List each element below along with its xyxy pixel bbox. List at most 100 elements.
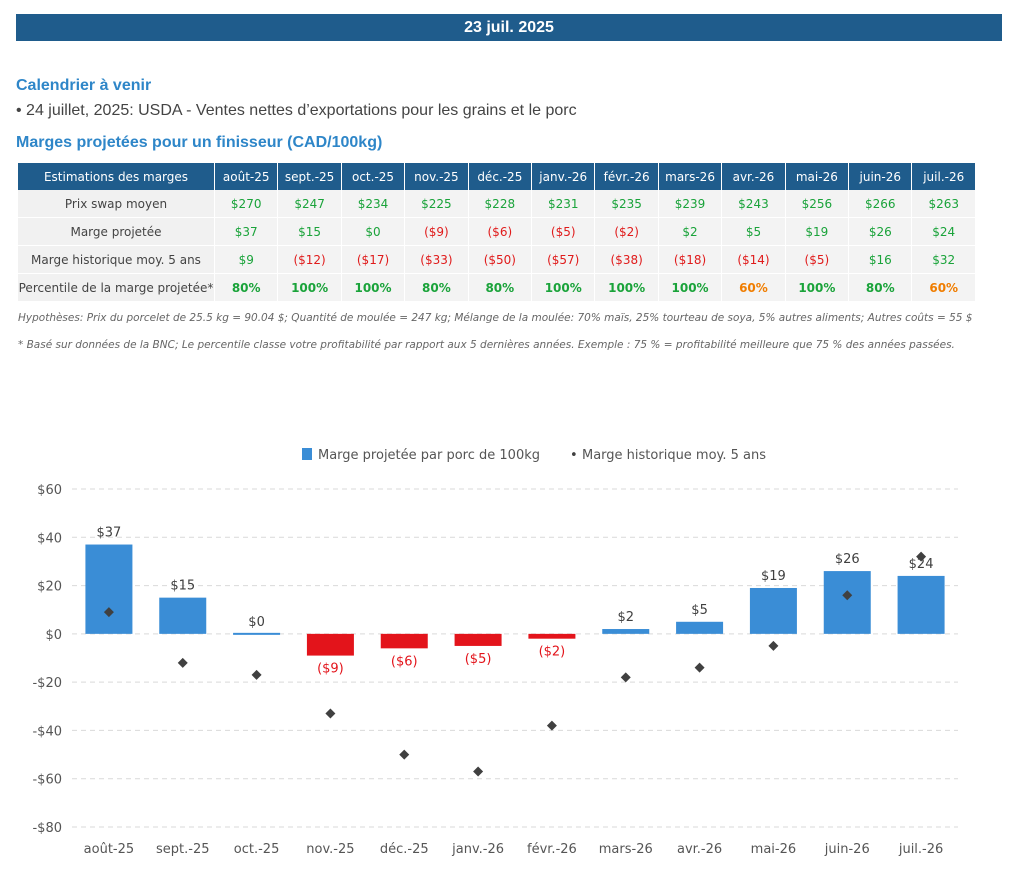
x-tick-label: févr.-26	[527, 842, 577, 857]
table-cell: $228	[468, 190, 533, 218]
table-row: Prix swap moyen $270 $247 $234 $225 $228 $231 $…	[18, 190, 976, 218]
report-date: 23 juil. 2025	[464, 18, 554, 36]
bar-data-label: $26	[835, 552, 860, 567]
historical-marker	[620, 672, 631, 683]
table-cell: ($5)	[531, 217, 596, 246]
legend-bar-label: Marge projetée par porc de 100kg	[318, 448, 540, 463]
table-cell: 80%	[404, 273, 469, 302]
historical-marker	[473, 766, 484, 777]
bar-data-label: $5	[691, 603, 708, 618]
bar	[159, 597, 207, 634]
table-cell: 80%	[468, 273, 533, 302]
historical-marker	[177, 657, 188, 668]
table-cell: ($57)	[531, 245, 596, 274]
margins-table: Estimations des marges août-25 sept.-25 …	[18, 163, 976, 302]
bar-data-label: $0	[248, 615, 265, 630]
data-labels: $37 $15 $0 ($9) ($6) ($5) ($2) $2 $5 $19 $26 $24	[97, 526, 934, 677]
y-tick-label: -$80	[32, 821, 62, 836]
margin-chart: Marge projetée par porc de 100kg • Marge…	[32, 448, 958, 857]
table-row: Marge historique moy. 5 ans $9 ($12) ($17)(…	[18, 245, 976, 274]
table-header-label: Estimations des marges	[18, 163, 215, 190]
calendar-item: • 24 juillet, 2025: USDA - Ventes nettes…	[16, 102, 577, 119]
table-header-row: Estimations des marges août-25 sept.-25 …	[18, 163, 976, 190]
table-body: Prix swap moyen $270 $247 $234 $225 $228 $231 $…	[18, 190, 976, 302]
x-tick-label: avr.-26	[677, 842, 722, 857]
table-cell: $270	[214, 190, 279, 218]
month-header: mai-26	[785, 163, 850, 190]
x-tick-label: nov.-25	[306, 842, 354, 857]
bar	[823, 571, 871, 634]
legend-bar-swatch	[302, 448, 312, 460]
bar-data-label: $2	[617, 610, 634, 625]
month-header: janv.-26	[531, 163, 596, 190]
table-cell: $231	[531, 190, 596, 218]
bar	[676, 621, 724, 634]
bar-data-label: $24	[909, 557, 934, 572]
month-header: oct.-25	[341, 163, 406, 190]
bar-data-label: ($2)	[539, 645, 566, 660]
table-cell: ($38)	[594, 245, 659, 274]
table-cell: ($5)	[785, 245, 850, 274]
legend-marker-swatch: •	[570, 448, 578, 463]
table-cell: ($33)	[404, 245, 469, 274]
month-header: févr.-26	[594, 163, 659, 190]
table-cell: $247	[277, 190, 342, 218]
y-tick-label: -$60	[32, 773, 62, 788]
table-cell: ($6)	[468, 217, 533, 246]
y-tick-label: -$20	[32, 676, 62, 691]
table-cell: $235	[594, 190, 659, 218]
table-cell: $24	[911, 217, 976, 246]
table-cell: 80%	[214, 273, 279, 302]
table-cell: $15	[277, 217, 342, 246]
table-cell: ($9)	[404, 217, 469, 246]
bar-data-label: $19	[761, 569, 786, 584]
x-tick-label: mars-26	[599, 842, 653, 857]
historical-marker	[251, 669, 262, 680]
historical-marker	[694, 662, 705, 673]
table-cell: ($2)	[594, 217, 659, 246]
bar	[85, 544, 133, 634]
calendar-title: Calendrier à venir	[16, 77, 152, 94]
table-cell: $32	[911, 245, 976, 274]
y-tick-label: $60	[37, 483, 62, 498]
historical-marker	[103, 607, 114, 618]
bar	[454, 633, 502, 646]
y-tick-label: $20	[37, 580, 62, 595]
grid	[72, 488, 958, 828]
y-tick-label: $40	[37, 531, 62, 546]
date-banner: 23 juil. 2025	[16, 14, 1002, 41]
table-cell: $239	[658, 190, 723, 218]
month-header: avr.-26	[721, 163, 786, 190]
table-cell: $16	[848, 245, 913, 274]
markers	[103, 551, 927, 777]
margins-title: Marges projetées pour un finisseur (CAD/…	[16, 134, 383, 151]
historical-marker	[768, 640, 779, 651]
table-cell: $0	[341, 217, 406, 246]
y-tick-label: -$40	[32, 724, 62, 739]
table-cell: ($17)	[341, 245, 406, 274]
bar	[233, 632, 281, 635]
table-cell: 80%	[848, 273, 913, 302]
x-tick-label: août-25	[84, 842, 135, 857]
legend-marker-label: Marge historique moy. 5 ans	[582, 448, 766, 463]
row-label: Marge historique moy. 5 ans	[18, 245, 215, 274]
table-cell: 100%	[277, 273, 342, 302]
x-axis: août-25 sept.-25 oct.-25 nov.-25 déc.-25 janv…	[84, 842, 944, 857]
table-cell: $2	[658, 217, 723, 246]
historical-marker	[325, 708, 336, 719]
table-cell: 100%	[341, 273, 406, 302]
table-cell: ($14)	[721, 245, 786, 274]
historical-marker	[916, 551, 927, 562]
table-row: Marge projetée $37 $15 $0 ($9) ($6) ($5) ($2) $2…	[18, 217, 976, 246]
month-header: juin-26	[848, 163, 913, 190]
x-tick-label: janv.-26	[451, 842, 504, 857]
table-cell: $225	[404, 190, 469, 218]
table-cell: 60%	[721, 273, 786, 302]
table-cell: 100%	[531, 273, 596, 302]
x-tick-label: juil.-26	[898, 842, 943, 857]
y-axis: -$80 -$60 -$40 -$20 $0 $20 $40 $60	[32, 483, 62, 836]
table-cell: $26	[848, 217, 913, 246]
table-cell: 100%	[785, 273, 850, 302]
table-cell: ($50)	[468, 245, 533, 274]
chart-legend: Marge projetée par porc de 100kg • Marge…	[302, 448, 766, 463]
